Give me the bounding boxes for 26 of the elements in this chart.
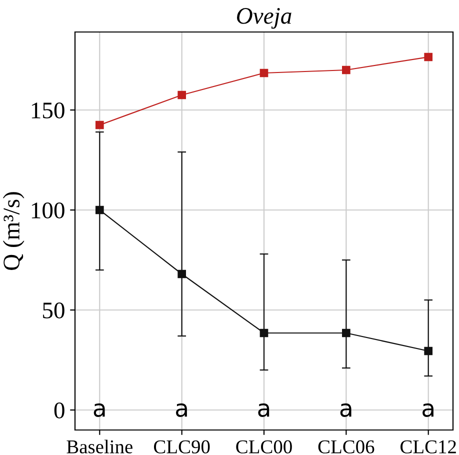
annotation: a bbox=[176, 403, 187, 417]
point bbox=[95, 206, 104, 214]
y-tick-label: 100 bbox=[32, 202, 64, 218]
point bbox=[342, 328, 350, 338]
y-axis-title: Q (m³/s) bbox=[2, 192, 24, 270]
point bbox=[178, 90, 186, 100]
x-tick-label: CLC90 bbox=[154, 440, 210, 454]
x-tick-label: CLC12 bbox=[400, 440, 456, 454]
chart-title: Oveja bbox=[237, 8, 292, 29]
y-tick-label: 150 bbox=[32, 102, 64, 118]
point bbox=[424, 346, 433, 356]
x-tick-label: Baseline bbox=[66, 440, 132, 454]
annotation: a bbox=[340, 403, 352, 417]
y-tick-label: 50 bbox=[43, 302, 64, 318]
point bbox=[342, 66, 350, 74]
point bbox=[178, 270, 186, 278]
annotation: a bbox=[94, 403, 105, 417]
x-tick-label: CLC00 bbox=[236, 440, 292, 454]
y-tick-label: 0 bbox=[54, 402, 64, 418]
x-tick-label: CLC06 bbox=[318, 440, 374, 454]
annotation: a bbox=[258, 403, 270, 417]
point bbox=[260, 68, 268, 78]
point bbox=[424, 52, 433, 62]
point bbox=[95, 120, 104, 130]
annotation: a bbox=[422, 403, 434, 417]
point bbox=[260, 328, 268, 338]
